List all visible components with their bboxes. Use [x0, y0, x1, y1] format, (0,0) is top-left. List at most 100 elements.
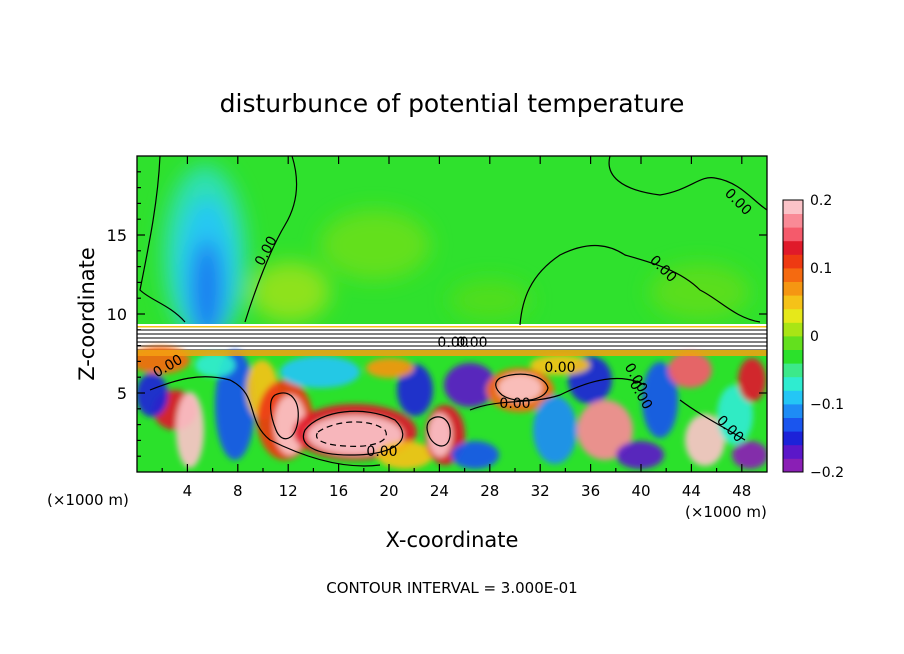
- eddy: [215, 350, 255, 460]
- x-tick-label: 8: [233, 482, 243, 500]
- colorbar-swatch: [783, 431, 803, 446]
- colorbar-swatch: [783, 213, 803, 228]
- eddy: [498, 374, 542, 402]
- eddy: [577, 400, 633, 460]
- contour-zero-7: [679, 399, 746, 441]
- colorbar-swatch: [783, 254, 803, 269]
- colorbar-tick-label: 0.2: [810, 193, 832, 209]
- x-tick-label: 24: [430, 482, 449, 500]
- contour-zero-6: [469, 377, 646, 411]
- surface-orange-strip: [137, 350, 767, 356]
- colorbar-swatch: [783, 363, 803, 378]
- contour-label: 0.00: [456, 335, 487, 351]
- eddy: [732, 441, 767, 469]
- colorbar-tick-label: 0.1: [810, 261, 832, 277]
- eddy: [685, 414, 725, 466]
- colorbar-frame: [782, 199, 804, 473]
- x-tick-label: 16: [329, 482, 348, 500]
- contour-zero-4: [519, 244, 761, 326]
- eddy: [533, 396, 577, 464]
- colorbar-swatch: [783, 458, 803, 473]
- x-tick-label: 28: [480, 482, 499, 500]
- colorbar-tick-labels: 0.2 0.1 0 −0.1 −0.2: [810, 193, 844, 481]
- colorbar-swatch: [783, 268, 803, 282]
- x-tick-labels: 4 8 12 16 20 24 28 32 36 40 44 48: [183, 482, 752, 500]
- axis-ticks: [137, 156, 767, 472]
- colorbar-tick-label: 0: [810, 329, 819, 345]
- contour-lines: [139, 156, 767, 467]
- eddy: [451, 441, 499, 469]
- colorbar-swatch: [783, 295, 803, 310]
- eddy: [444, 363, 496, 407]
- x-unit-right: (×1000 m): [685, 503, 767, 521]
- eddy: [717, 385, 753, 445]
- colorbar-swatch: [783, 349, 803, 364]
- x-tick-label: 12: [279, 482, 298, 500]
- colorbar-swatch: [783, 404, 803, 418]
- eddy: [397, 364, 433, 416]
- x-tick-label: 40: [631, 482, 650, 500]
- warm-patch-2: [320, 210, 430, 280]
- field-plot: [137, 156, 767, 472]
- colorbar-swatch: [783, 240, 803, 255]
- colorbar-swatch: [783, 376, 803, 391]
- contour-closed-2: [316, 421, 387, 447]
- contour-label: 0.00: [544, 360, 575, 376]
- colorbar-swatch: [783, 390, 803, 405]
- contour-closed-1: [302, 410, 404, 456]
- contour-label: 0.00: [499, 396, 530, 412]
- colorbar-swatch: [783, 322, 803, 337]
- contour-zero-1: [139, 156, 186, 323]
- y-tick-labels: 5 10 15: [107, 226, 127, 403]
- colorbar-swatch: [783, 336, 803, 350]
- x-unit-left: (×1000 m): [47, 491, 129, 509]
- x-axis-label: X-coordinate: [386, 528, 519, 552]
- y-tick-label: 10: [107, 305, 127, 324]
- eddy: [428, 413, 452, 457]
- colorbar-swatch: [783, 200, 803, 214]
- x-tick-label: 36: [581, 482, 600, 500]
- contour-label: 0.00: [366, 444, 397, 460]
- colorbar-swatch: [783, 227, 803, 242]
- eddy: [280, 356, 360, 388]
- colorbar-swatch: [783, 281, 803, 296]
- x-tick-label: 20: [379, 482, 398, 500]
- x-tick-label: 48: [732, 482, 751, 500]
- colorbar: [783, 200, 803, 473]
- stable-band-line-1: [137, 326, 767, 328]
- eddy: [366, 358, 414, 378]
- x-tick-label: 4: [183, 482, 193, 500]
- x-tick-label: 32: [531, 482, 550, 500]
- colorbar-tick-label: −0.1: [810, 397, 844, 413]
- contour-zero-3: [608, 156, 767, 211]
- y-axis-label: Z-coordinate: [75, 247, 99, 381]
- x-tick-label: 44: [682, 482, 701, 500]
- eddy: [668, 352, 712, 388]
- colorbar-tick-label: −0.2: [810, 465, 844, 481]
- eddy: [137, 373, 168, 417]
- eddy: [530, 355, 590, 375]
- turbulent-eddies: [137, 346, 767, 469]
- contour-zero-2: [244, 156, 298, 323]
- contour-closed-5: [426, 416, 451, 447]
- eddy: [176, 392, 204, 468]
- eddy: [616, 441, 664, 469]
- contour-closed-4: [495, 373, 549, 402]
- contour-closed-3: [270, 392, 299, 440]
- warm-patch-1: [250, 262, 330, 322]
- chart-title: disturbunce of potential temperature: [220, 89, 685, 118]
- colorbar-swatch: [783, 444, 803, 459]
- contour-zero-5: [149, 376, 381, 467]
- contour-interval-note: CONTOUR INTERVAL = 3.000E-01: [326, 579, 577, 597]
- cold-plume-core: [191, 240, 223, 340]
- eddy: [195, 353, 235, 377]
- y-tick-label: 5: [117, 384, 127, 403]
- colorbar-swatch: [783, 308, 803, 323]
- warm-patch-3: [450, 280, 530, 320]
- eddy: [642, 362, 678, 438]
- y-tick-label: 15: [107, 226, 127, 245]
- contour-label: 0.00: [437, 335, 468, 351]
- colorbar-swatch: [783, 417, 803, 432]
- eddy: [738, 358, 766, 402]
